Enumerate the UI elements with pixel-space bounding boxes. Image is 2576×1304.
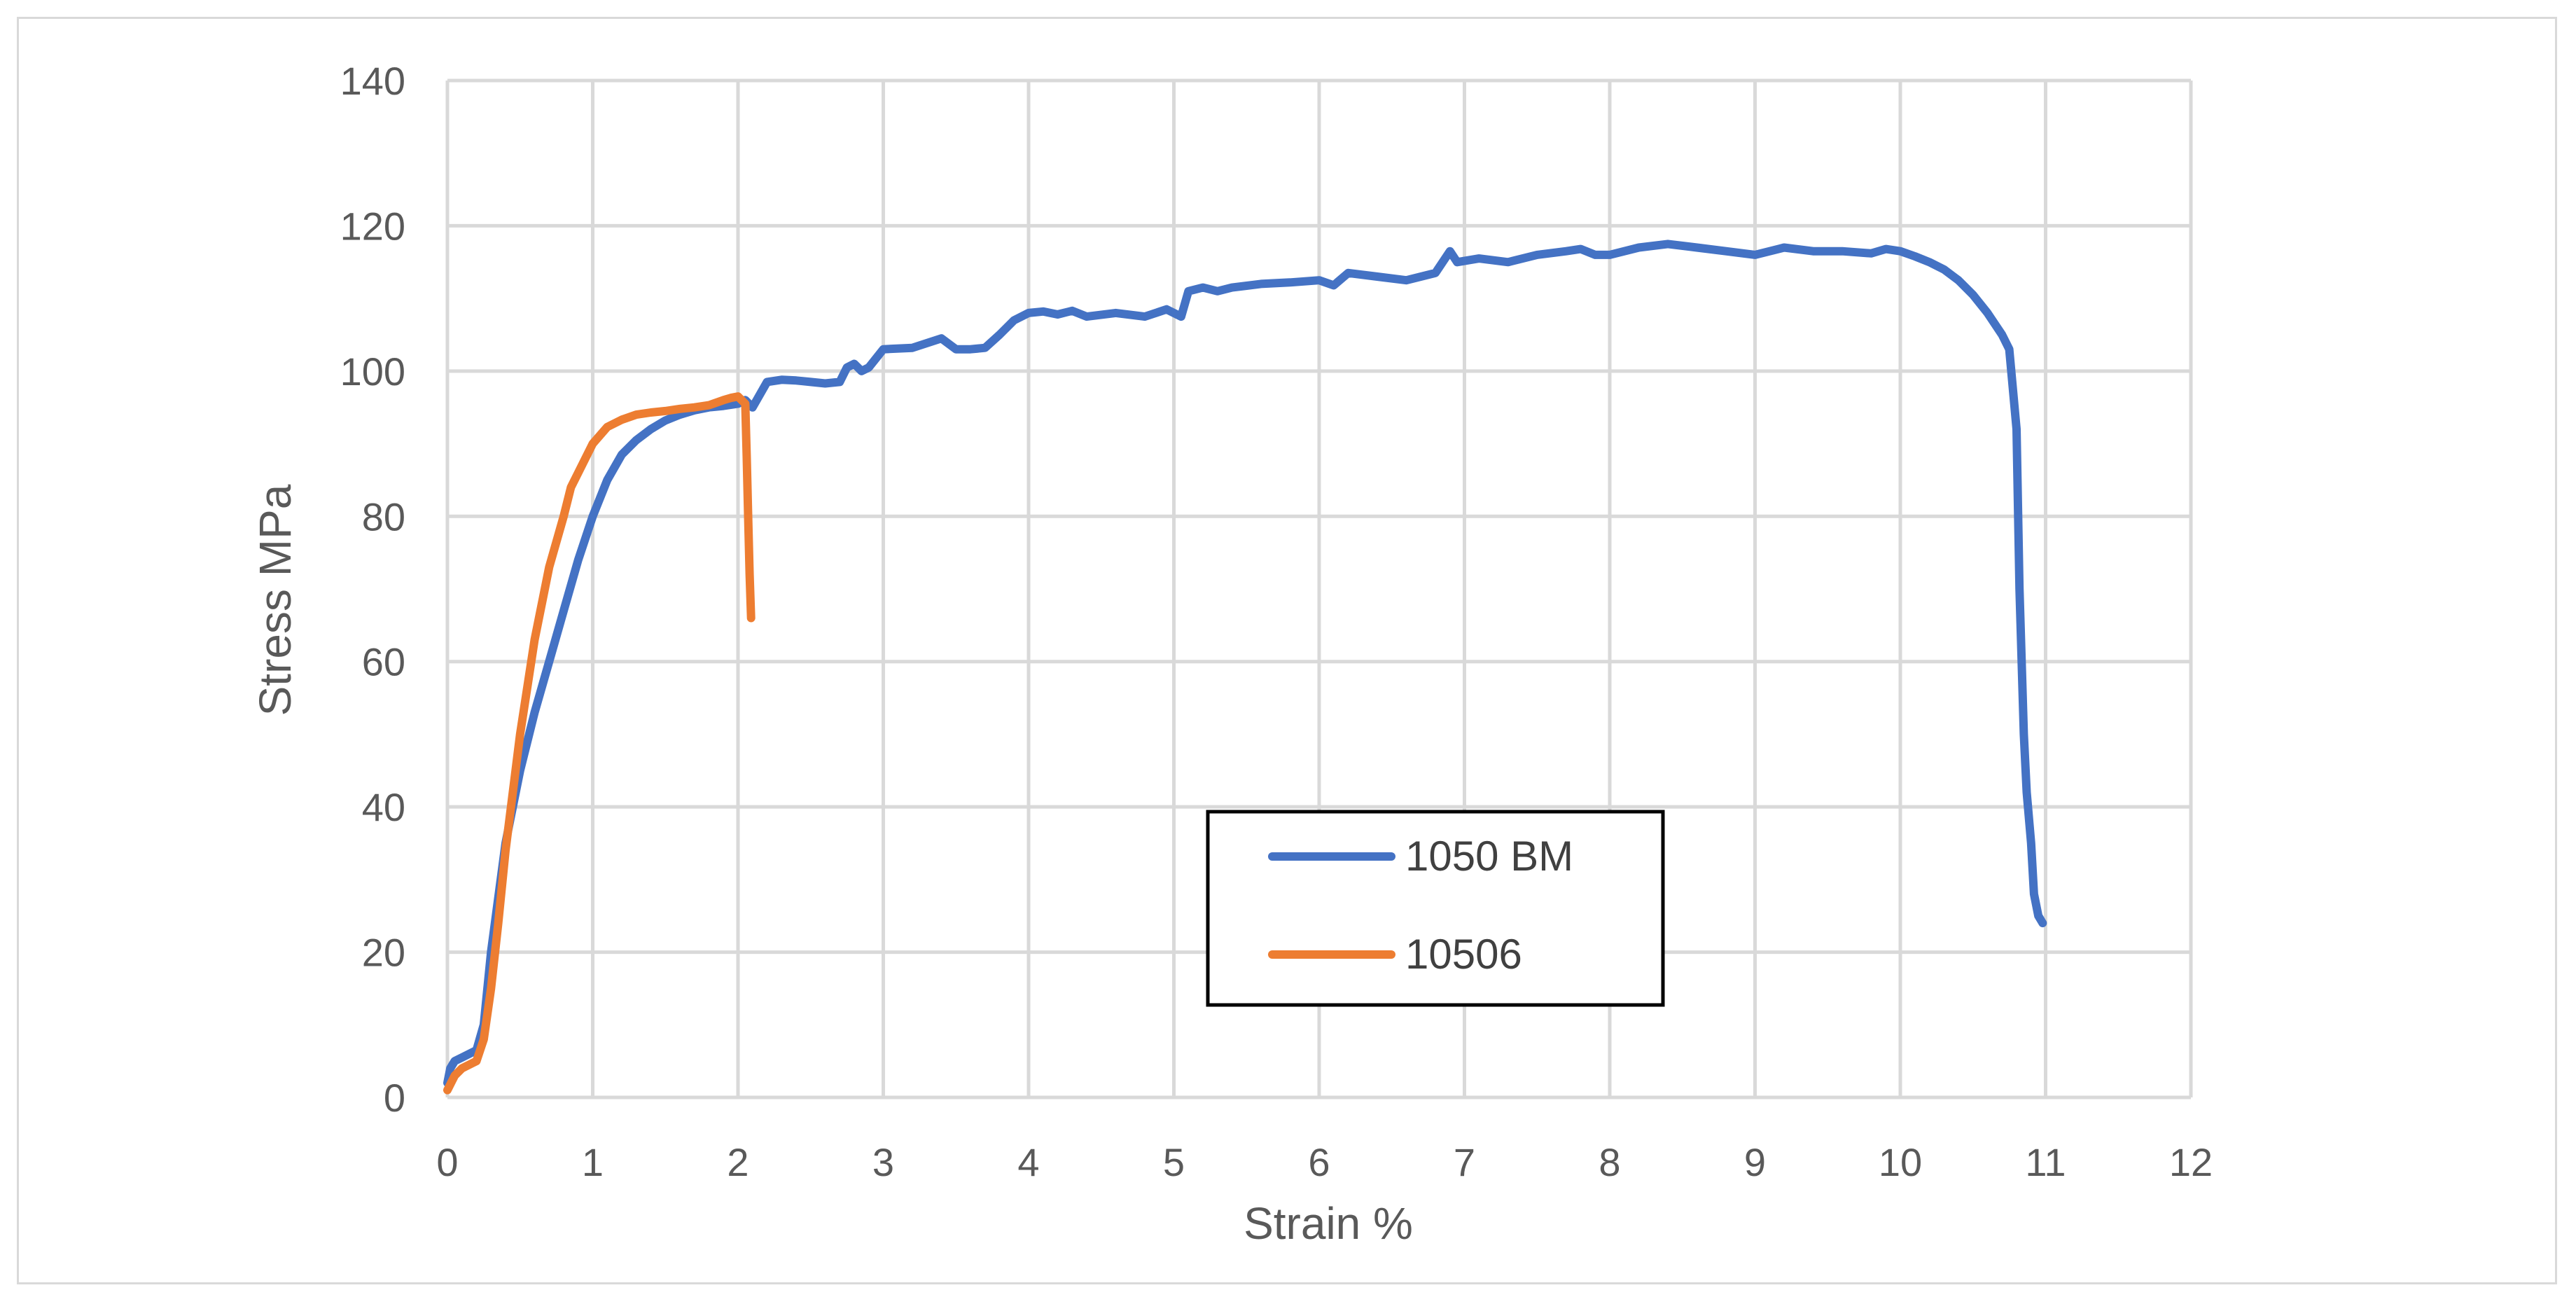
y-axis-label: Stress MPa bbox=[250, 484, 300, 716]
y-tick-label: 140 bbox=[340, 59, 405, 103]
x-tick-label: 9 bbox=[1744, 1140, 1766, 1184]
y-tick-label: 60 bbox=[362, 640, 405, 684]
x-tick-label: 4 bbox=[1017, 1140, 1039, 1184]
x-tick-label: 12 bbox=[2169, 1140, 2213, 1184]
y-tick-label: 80 bbox=[362, 494, 405, 539]
plot-series bbox=[443, 240, 2047, 1095]
x-tick-label: 10 bbox=[1879, 1140, 1922, 1184]
y-axis-ticks: 0 20 40 60 80 100 120 140 bbox=[340, 59, 405, 1120]
x-tick-label: 3 bbox=[872, 1140, 894, 1184]
x-axis-label: Strain % bbox=[1244, 1198, 1413, 1249]
legend: 1050 BM 10506 bbox=[1206, 810, 1665, 1007]
series-line-1050-bm bbox=[443, 240, 2047, 1088]
x-tick-label: 2 bbox=[727, 1140, 749, 1184]
legend-label-10506: 10506 bbox=[1405, 931, 1522, 978]
series-line-10506 bbox=[443, 392, 756, 1095]
y-tick-label: 20 bbox=[362, 931, 405, 975]
legend-box bbox=[1206, 810, 1665, 1007]
chart-frame: 0 1 2 3 4 5 6 7 8 9 10 11 12 0 20 40 60 80 100 120 140 Stra… bbox=[17, 17, 2557, 1284]
y-tick-label: 120 bbox=[340, 204, 405, 248]
x-tick-label: 8 bbox=[1599, 1140, 1620, 1184]
y-tick-label: 0 bbox=[384, 1076, 405, 1120]
x-tick-label: 5 bbox=[1163, 1140, 1185, 1184]
x-tick-label: 1 bbox=[582, 1140, 604, 1184]
x-tick-label: 6 bbox=[1308, 1140, 1330, 1184]
y-tick-label: 100 bbox=[340, 349, 405, 394]
x-tick-label: 11 bbox=[2025, 1140, 2066, 1184]
y-tick-label: 40 bbox=[362, 785, 405, 829]
x-axis-ticks: 0 1 2 3 4 5 6 7 8 9 10 11 12 bbox=[436, 1140, 2213, 1184]
x-tick-label: 0 bbox=[436, 1140, 458, 1184]
x-tick-label: 7 bbox=[1454, 1140, 1475, 1184]
legend-label-1050-bm: 1050 BM bbox=[1405, 833, 1573, 880]
